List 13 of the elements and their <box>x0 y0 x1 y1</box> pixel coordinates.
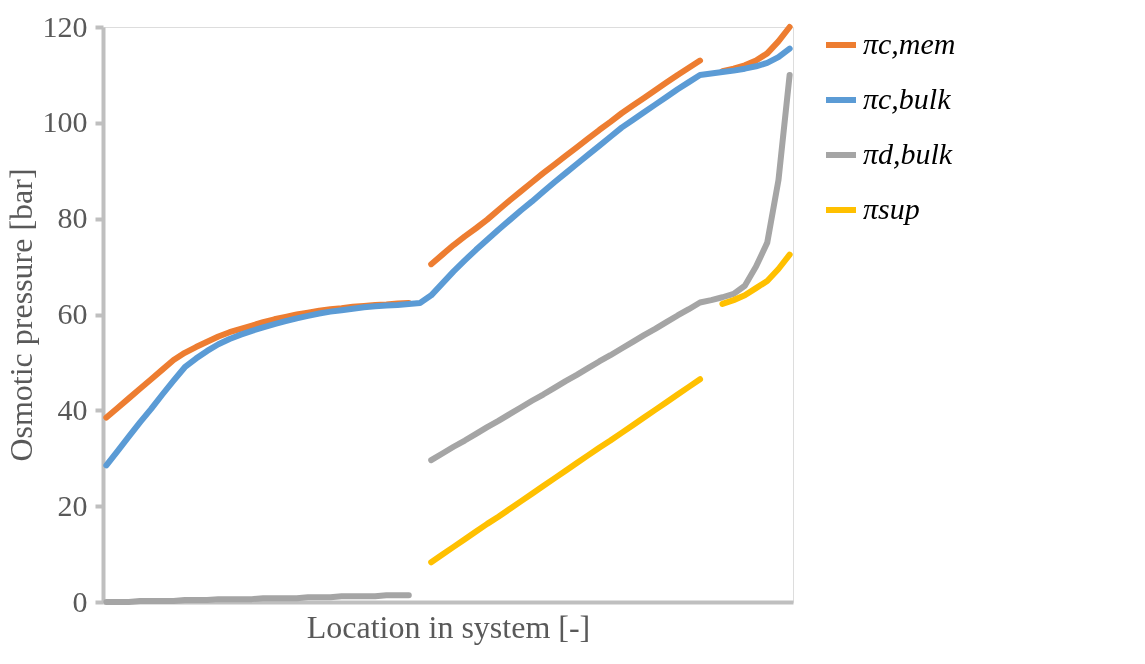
legend-label: πc,bulk <box>863 82 952 115</box>
y-tick-label: 60 <box>57 297 88 330</box>
x-axis-title: Location in system [-] <box>306 608 591 645</box>
y-axis-title: Osmotic pressure [bar] <box>2 168 39 462</box>
y-tick-label: 0 <box>72 584 88 618</box>
legend-label: πsup <box>863 192 920 225</box>
legend-label: πc,mem <box>863 27 956 60</box>
y-tick-label: 20 <box>57 488 88 522</box>
y-tick-label: 100 <box>42 105 88 139</box>
y-tick-label: 80 <box>57 201 88 235</box>
y-tick-label: 120 <box>42 9 88 43</box>
legend-label: πd,bulk <box>863 137 953 170</box>
y-tick-label: 40 <box>57 392 88 426</box>
